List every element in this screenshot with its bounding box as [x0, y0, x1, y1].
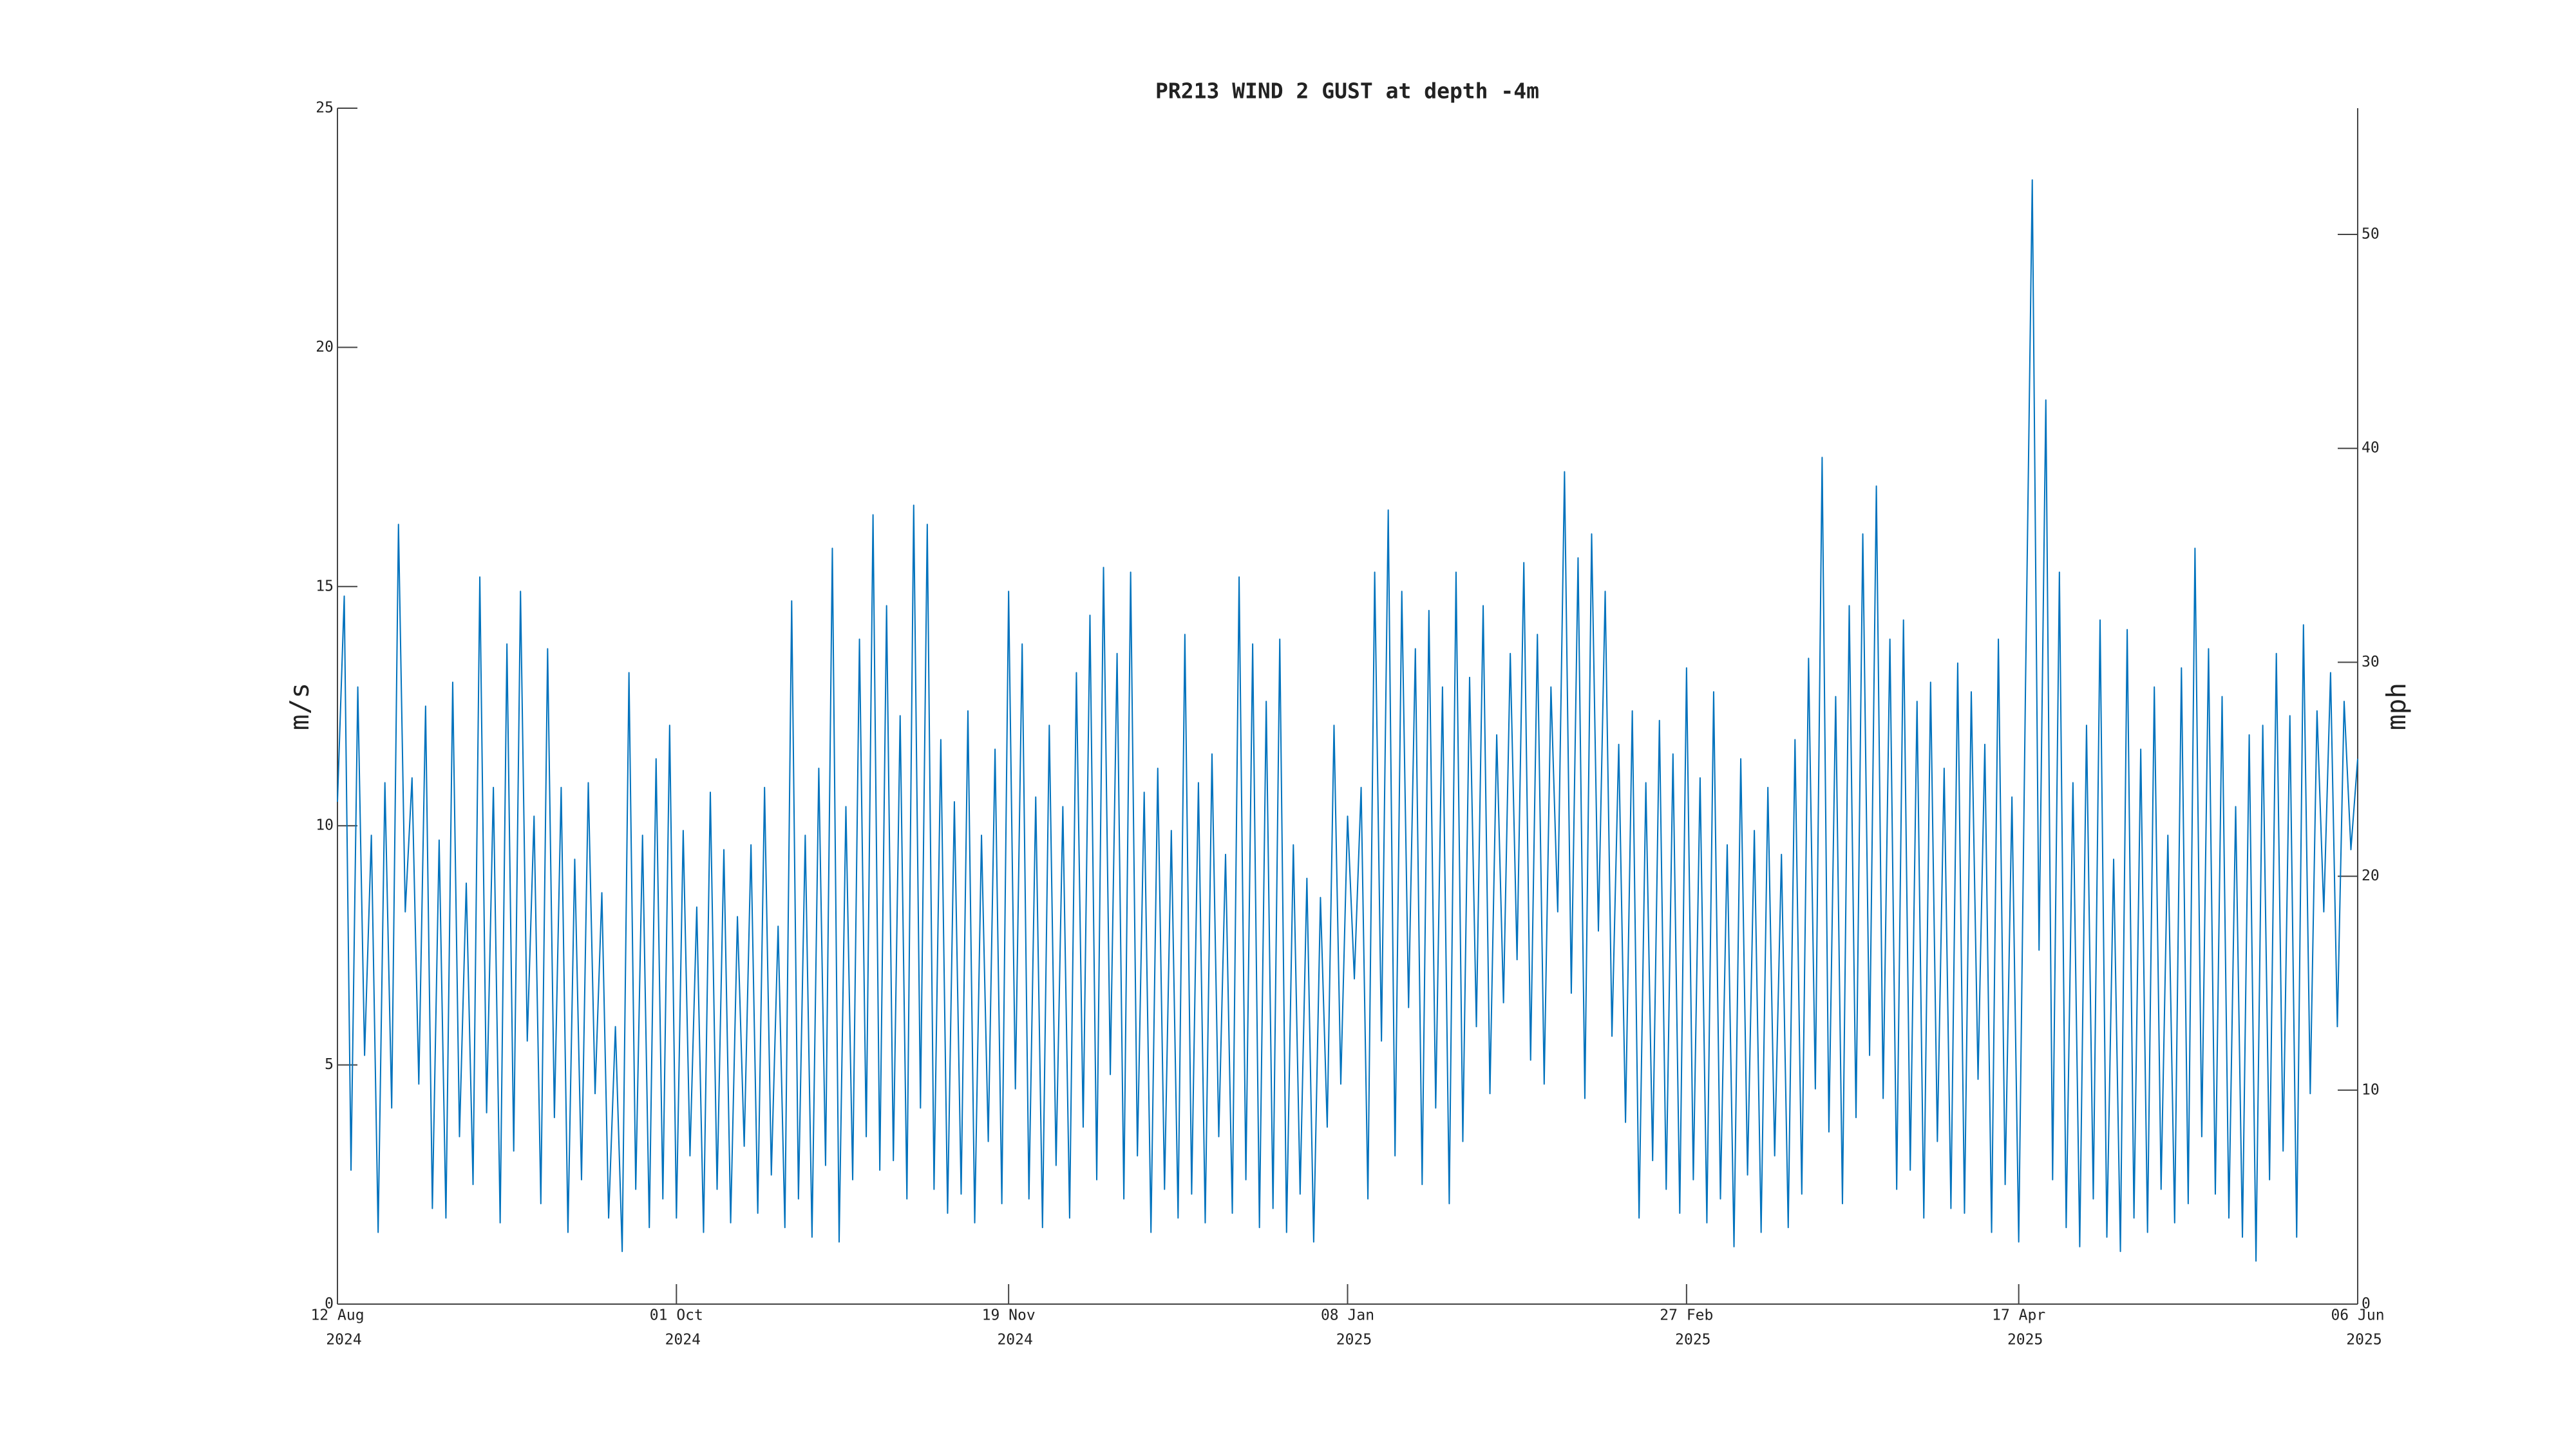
- y2-axis-label: mph: [2381, 683, 2412, 730]
- x-tick-label: 2025: [2007, 1332, 2043, 1349]
- data-line: [337, 179, 2358, 1262]
- chart-title: PR213 WIND 2 GUST at depth -4m: [1155, 79, 1539, 104]
- y2-tick-label: 10: [2362, 1081, 2380, 1098]
- y2-tick-label: 20: [2362, 867, 2380, 884]
- x-tick-label: 2024: [326, 1332, 361, 1349]
- x-tick-label: 2025: [2346, 1332, 2382, 1349]
- x-tick-label: 2024: [665, 1332, 701, 1349]
- y2-tick-label: 0: [2362, 1296, 2371, 1312]
- x-tick-label: 08 Jan: [1321, 1307, 1374, 1324]
- y2-tick-label: 40: [2362, 440, 2380, 457]
- y-tick-label: 0: [325, 1296, 334, 1312]
- y-tick-label: 20: [316, 339, 334, 355]
- y-tick-label: 25: [316, 100, 334, 117]
- x-tick-label: 17 Apr: [1992, 1307, 2045, 1324]
- y-tick-label: 10: [316, 817, 334, 834]
- x-tick-label: 2025: [1675, 1332, 1710, 1349]
- y-axis-label: m/s: [284, 683, 315, 730]
- y-tick-label: 15: [316, 578, 334, 594]
- y-tick-label: 5: [325, 1056, 334, 1073]
- y2-tick-label: 50: [2362, 225, 2380, 242]
- x-tick-label: 2024: [997, 1332, 1032, 1349]
- x-tick-label: 27 Feb: [1660, 1307, 1713, 1324]
- x-tick-label: 2025: [1336, 1332, 1372, 1349]
- x-tick-label: 19 Nov: [982, 1307, 1036, 1324]
- x-tick-label: 12 Aug: [310, 1307, 364, 1324]
- x-tick-label: 06 Jun: [2331, 1307, 2384, 1324]
- y2-tick-label: 30: [2362, 654, 2380, 670]
- x-tick-label: 01 Oct: [650, 1307, 703, 1324]
